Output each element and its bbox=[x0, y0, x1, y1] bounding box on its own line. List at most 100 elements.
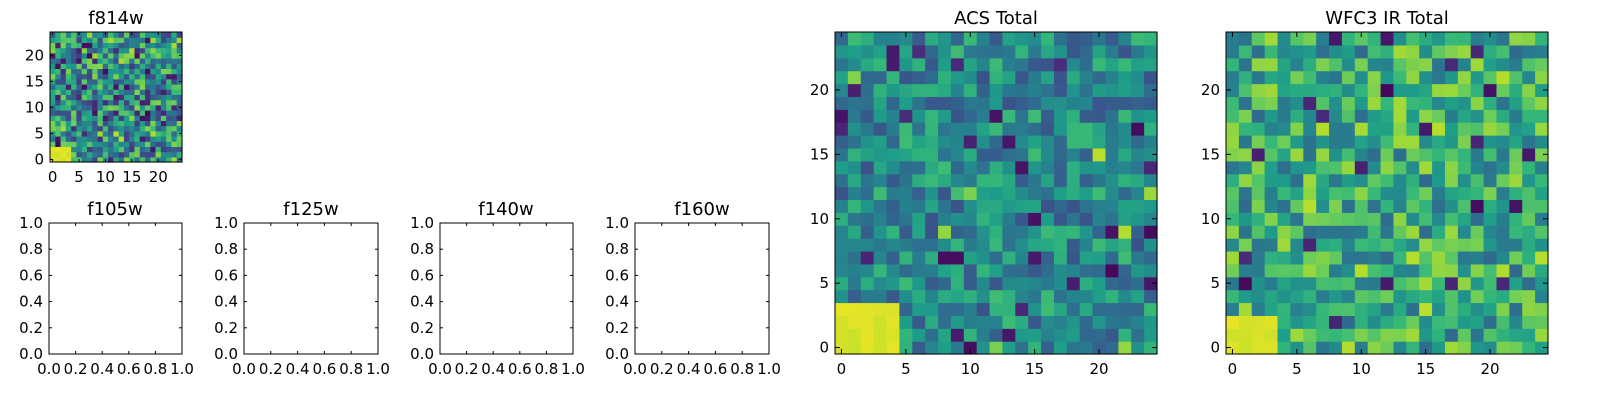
heatmap-cell bbox=[925, 212, 939, 226]
heatmap-cell bbox=[145, 156, 151, 163]
heatmap-cell bbox=[123, 156, 130, 163]
heatmap-cell bbox=[925, 83, 939, 97]
heatmap-cell bbox=[55, 156, 62, 163]
heatmap-cell bbox=[176, 63, 183, 69]
heatmap-cell bbox=[166, 32, 173, 38]
heatmap-cell bbox=[1444, 199, 1459, 213]
heatmap-cell bbox=[1264, 44, 1279, 59]
heatmap-cell bbox=[1393, 83, 1407, 97]
heatmap-cell bbox=[950, 44, 965, 59]
heatmap-cell bbox=[118, 58, 125, 64]
heatmap-cell bbox=[1238, 263, 1253, 278]
heatmap-cell bbox=[129, 115, 136, 121]
heatmap-cell bbox=[950, 32, 965, 46]
heatmap-cell bbox=[65, 52, 72, 59]
heatmap-cell bbox=[989, 44, 1004, 59]
heatmap-cell bbox=[925, 199, 939, 213]
heatmap-cell bbox=[1535, 341, 1549, 355]
heatmap-cell bbox=[1041, 302, 1055, 316]
axis-ticks: 0.0 0.2 0.4 0.6 0.8 1.00.00.20.40.60.81.0 bbox=[410, 214, 585, 378]
heatmap-cell bbox=[1303, 160, 1317, 175]
heatmap-cell bbox=[1277, 147, 1291, 162]
heatmap-cell bbox=[1277, 135, 1291, 149]
heatmap-cell bbox=[1053, 289, 1068, 304]
heatmap-cell bbox=[873, 44, 888, 59]
heatmap-cell bbox=[176, 115, 183, 121]
heatmap-cell bbox=[1105, 32, 1119, 46]
axis-ticks: 0.0 0.2 0.4 0.6 0.8 1.00.00.20.40.60.81.0 bbox=[605, 214, 781, 378]
heatmap-cell bbox=[1457, 160, 1472, 175]
heatmap-cell bbox=[912, 186, 926, 201]
heatmap-cell bbox=[950, 173, 965, 188]
heatmap-cell bbox=[1419, 135, 1433, 149]
heatmap-cell bbox=[139, 115, 146, 121]
heatmap-cell bbox=[1432, 302, 1446, 316]
heatmap-cell bbox=[50, 110, 56, 116]
heatmap-cell bbox=[989, 83, 1004, 97]
heatmap-cell bbox=[176, 68, 183, 75]
heatmap-cell bbox=[160, 37, 167, 43]
heatmap-cell bbox=[160, 32, 167, 38]
heatmap-cell bbox=[1002, 238, 1016, 252]
heatmap-cell bbox=[123, 37, 130, 43]
heatmap-cell bbox=[118, 89, 125, 95]
heatmap-cell bbox=[155, 104, 162, 111]
heatmap-cell bbox=[86, 146, 93, 153]
y-tick-label: 0.2 bbox=[605, 319, 629, 337]
heatmap-cell bbox=[847, 276, 862, 291]
heatmap-cell bbox=[86, 47, 93, 54]
heatmap-cell bbox=[1393, 225, 1407, 239]
heatmap-cell bbox=[108, 104, 114, 111]
heatmap-cell bbox=[1444, 147, 1459, 162]
heatmap-cell bbox=[1015, 212, 1029, 226]
axes-frame bbox=[48, 222, 183, 355]
heatmap-cell bbox=[1238, 186, 1253, 201]
heatmap-cell bbox=[1144, 83, 1158, 97]
heatmap-cell bbox=[1053, 122, 1068, 136]
heatmap-cell bbox=[963, 57, 978, 72]
heatmap-cell bbox=[71, 104, 77, 111]
heatmap-cell bbox=[989, 122, 1004, 136]
heatmap-cell bbox=[1226, 135, 1240, 149]
heatmap-cell bbox=[160, 156, 167, 163]
heatmap-cell bbox=[1444, 160, 1459, 175]
heatmap-cell bbox=[1354, 328, 1369, 342]
heatmap-cell bbox=[1251, 328, 1266, 342]
heatmap-cell bbox=[1380, 160, 1395, 175]
heatmap-cell bbox=[976, 328, 991, 342]
heatmap-cell bbox=[1380, 96, 1395, 110]
heatmap-cell bbox=[1367, 250, 1382, 265]
heatmap-cell bbox=[160, 42, 167, 49]
heatmap-cell bbox=[97, 99, 104, 106]
heatmap-cell bbox=[899, 186, 913, 201]
heatmap-cell bbox=[860, 186, 875, 201]
heatmap-cell bbox=[108, 78, 114, 85]
heatmap-cell bbox=[886, 70, 900, 85]
heatmap-cell bbox=[1380, 328, 1395, 342]
heatmap-cell bbox=[1226, 70, 1240, 85]
heatmap-cell bbox=[1144, 302, 1158, 316]
heatmap-cell bbox=[92, 42, 99, 49]
heatmap-cell bbox=[847, 32, 862, 46]
heatmap-cell bbox=[97, 32, 104, 38]
heatmap-cell bbox=[989, 328, 1004, 342]
heatmap-cell bbox=[1483, 263, 1498, 278]
heatmap-cell bbox=[1290, 328, 1304, 342]
heatmap-cell bbox=[1393, 315, 1407, 329]
heatmap-cell bbox=[860, 173, 875, 188]
heatmap-cell bbox=[1483, 135, 1498, 149]
heatmap-cell bbox=[150, 141, 157, 147]
x-tick-label: 15 bbox=[122, 168, 141, 186]
heatmap-cell bbox=[71, 42, 77, 49]
heatmap-cell bbox=[847, 302, 862, 316]
heatmap-cell bbox=[873, 57, 888, 72]
heatmap-cell bbox=[129, 37, 136, 43]
heatmap-cell bbox=[886, 238, 900, 252]
heatmap-cell bbox=[76, 42, 83, 49]
heatmap-cell bbox=[1277, 328, 1291, 342]
heatmap-cell bbox=[1015, 160, 1029, 175]
heatmap-cell bbox=[166, 63, 173, 69]
heatmap-cell bbox=[886, 289, 900, 304]
heatmap-cell bbox=[71, 68, 77, 75]
heatmap-cell bbox=[60, 78, 67, 85]
